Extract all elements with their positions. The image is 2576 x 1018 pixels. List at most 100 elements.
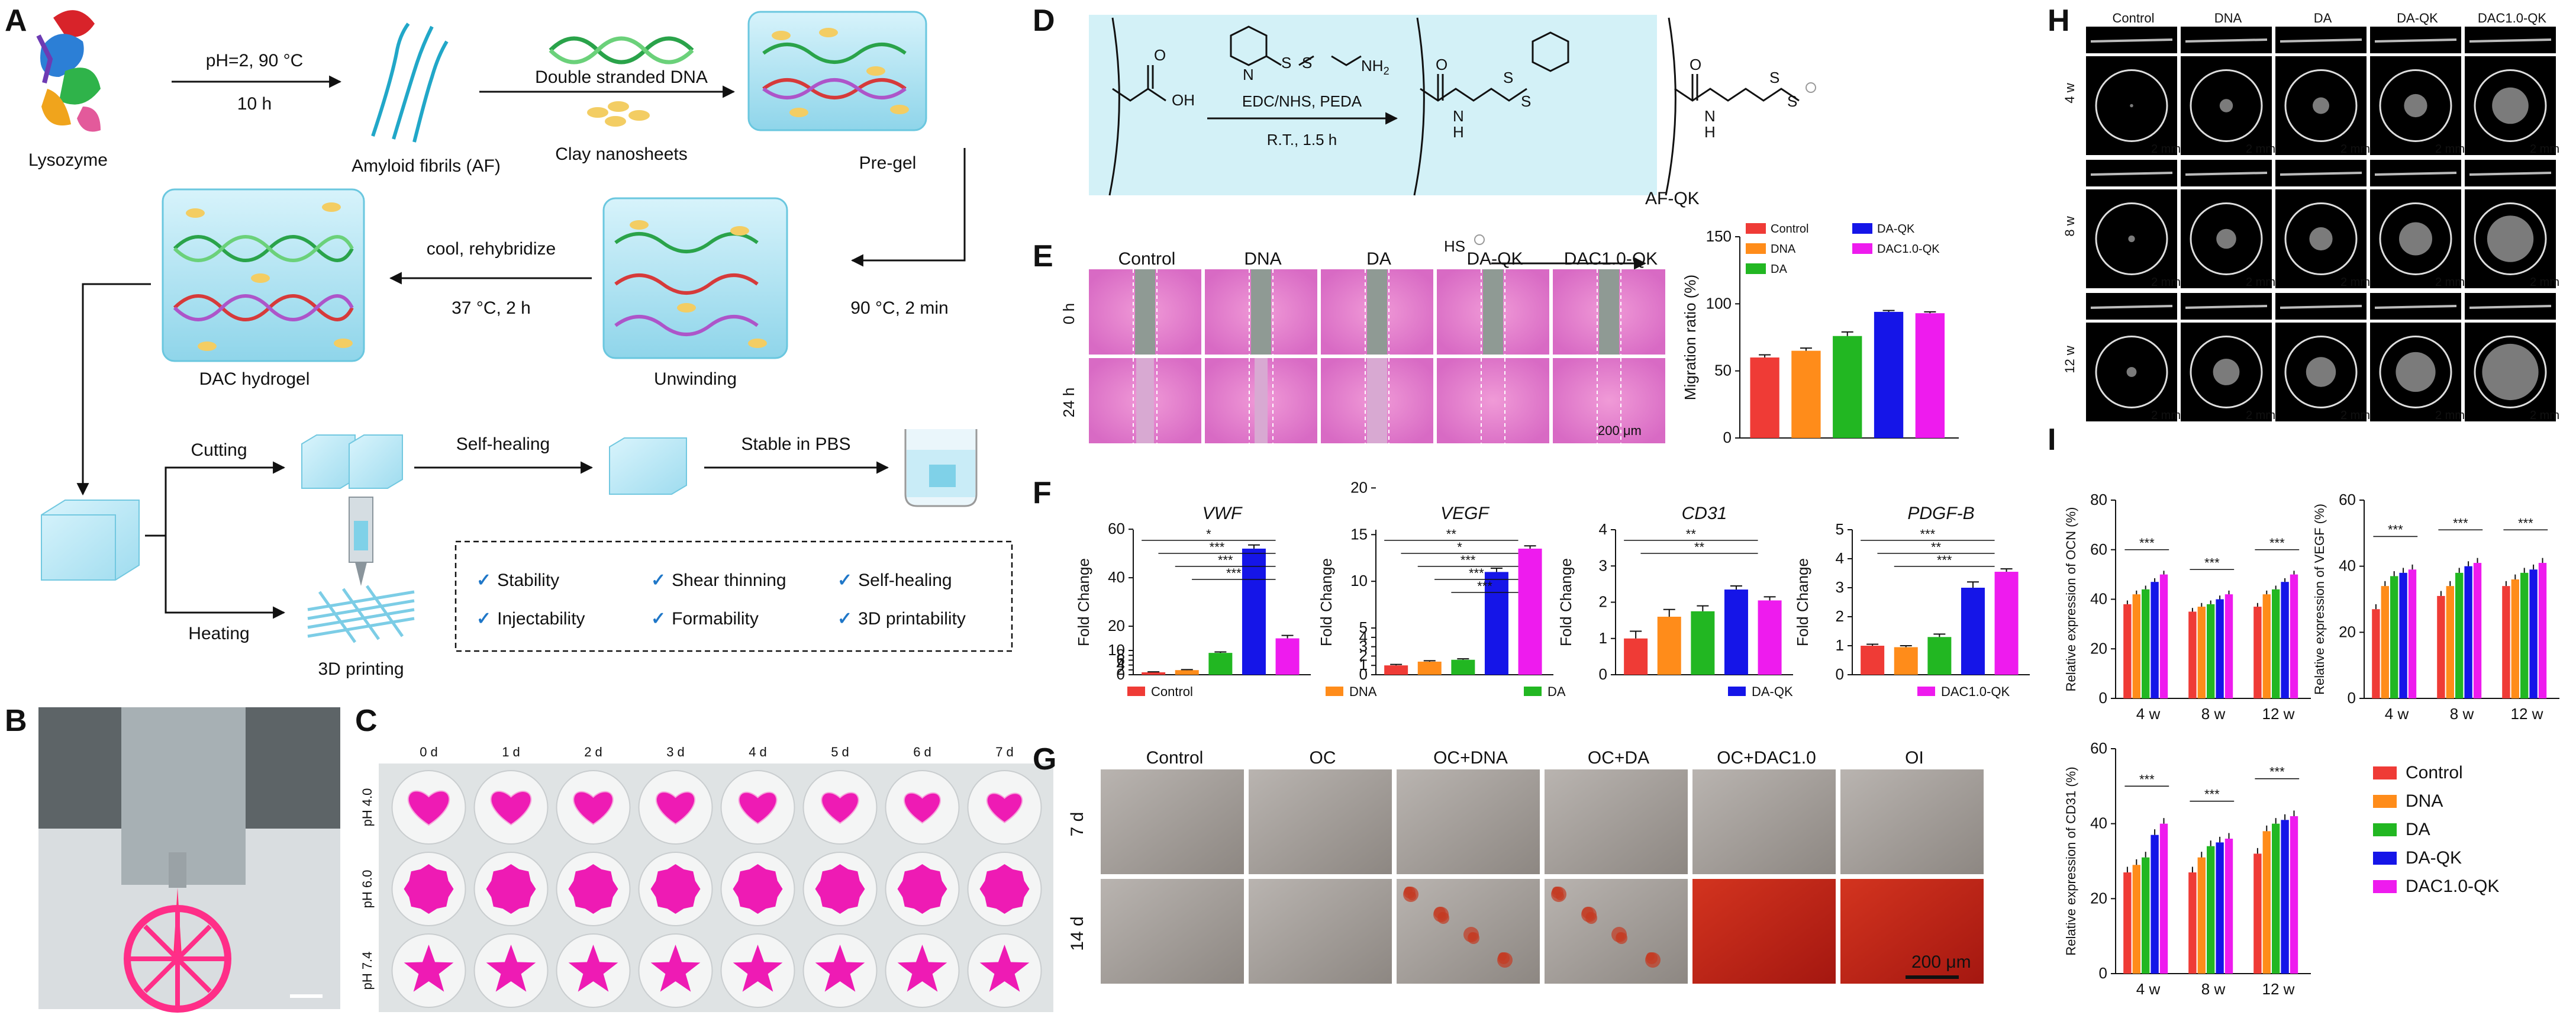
legend-swatch [1746, 263, 1766, 274]
bar [2188, 872, 2197, 974]
stain-micrograph [1840, 769, 1984, 874]
grouped-bar-chart: 0 20 40 60 Relative expression of VEGF (%) 4 … [2312, 491, 2559, 723]
legend-swatch [2373, 880, 2397, 893]
legend-label: DA [1771, 263, 1787, 276]
scale-bar-label: 2 mm [2340, 409, 2370, 422]
hydrogel-well [720, 770, 795, 845]
panel-label: G [1033, 742, 1056, 777]
bar [1894, 647, 1918, 675]
stable-label: Stable in PBS [741, 434, 850, 454]
y-tick-label: 60 [2339, 491, 2356, 508]
y-tick-label: 150 [1706, 227, 1732, 245]
grouped-bar-chart: 0 20 40 60 Relative expression of CD31 (%) 4 … [2064, 739, 2311, 998]
day-label: 3 d [666, 745, 685, 759]
bar [2529, 569, 2538, 698]
y-axis-label: Fold Change [1317, 558, 1335, 646]
y-tick-label: 4 [1117, 656, 1125, 674]
panel-a: A Lysozyme pH=2, 90 °C 10 h Amyloid fibr… [5, 4, 1013, 679]
atom-s: S [1521, 92, 1531, 110]
hydrogel-well [802, 933, 878, 1008]
legend-label: Control [1771, 223, 1808, 236]
significance-label: *** [2269, 765, 2285, 779]
bar [1657, 617, 1681, 675]
bar [2502, 586, 2510, 698]
chart-title: VWF [1202, 504, 1243, 523]
atom-n: N [1453, 107, 1464, 125]
cut-cubes-icon [301, 434, 403, 489]
bar [2455, 572, 2464, 698]
panel-label: F [1033, 476, 1052, 510]
lysozyme-structure-icon [36, 10, 101, 132]
y-tick-label: 80 [2090, 491, 2107, 508]
column-label: DNA [2214, 11, 2242, 25]
bar [2188, 611, 2197, 698]
legend-swatch [1728, 687, 1746, 696]
bar [2142, 857, 2150, 974]
ct-image: 2 mm [2275, 160, 2370, 289]
bar [1833, 336, 1862, 438]
legend-swatch [2373, 852, 2397, 865]
micrograph [1205, 269, 1317, 355]
bar [1384, 665, 1408, 675]
bar [2207, 846, 2215, 974]
hydrogel-well [638, 852, 713, 926]
reagent-1: EDC/NHS, PEDA [1242, 92, 1362, 110]
y-tick-label: 60 [2090, 739, 2107, 757]
bar [2253, 853, 2262, 974]
stain-micrograph [1545, 879, 1688, 984]
y-tick-label: 1 [1599, 629, 1607, 647]
bar [2446, 586, 2454, 698]
bar [2272, 823, 2280, 974]
panel-label: A [5, 4, 27, 38]
atom-s: S [1302, 54, 1312, 72]
y-axis-label: Relative expression of VEGF (%) [2312, 504, 2327, 695]
hydrogel-well [473, 770, 549, 845]
unwinding-box [602, 197, 788, 359]
bar [1961, 588, 1985, 675]
atom-s: S [1503, 69, 1513, 86]
significance-label: *** [2388, 522, 2403, 537]
af-qk-structure [1665, 17, 1800, 196]
column-label: Control [1146, 748, 1204, 768]
scale-bar-label: 2 mm [2246, 276, 2275, 289]
bar [2197, 607, 2206, 698]
hydrogel-well [391, 933, 466, 1008]
column-label: OC+DNA [1433, 748, 1508, 768]
legend-label: DAC1.0-QK [1941, 684, 2010, 699]
column-label: DA [1366, 249, 1391, 269]
significance-label: *** [2139, 536, 2155, 550]
legend-label: DNA [1771, 243, 1796, 256]
significance-label: *** [1218, 553, 1233, 568]
scale-bar-label: 200 μm [1911, 952, 1971, 972]
printer-nozzle-icon [349, 497, 373, 586]
y-tick-label: 40 [2090, 814, 2107, 832]
micrograph [1321, 269, 1433, 355]
bar [2216, 599, 2224, 698]
stain-micrograph [1397, 769, 1540, 874]
bar [2473, 563, 2482, 698]
unwind-cond: 90 °C, 2 min [850, 298, 948, 318]
column-label: Control [2113, 11, 2155, 25]
y-tick-label: 20 [2090, 639, 2107, 657]
svg-text:✓Injectability: ✓ Injectability [476, 609, 585, 629]
heating-label: Heating [188, 624, 249, 643]
scale-bar-label: 2 mm [2530, 143, 2559, 156]
bar [2159, 823, 2168, 974]
atom-n: N [1243, 66, 1254, 83]
stain-micrograph [1840, 879, 1984, 984]
significance-label: *** [2518, 516, 2533, 530]
cond-1b: 10 h [237, 94, 272, 114]
significance-label: *** [2204, 787, 2220, 802]
bar [2123, 872, 2132, 974]
day-label: 7 d [995, 745, 1014, 759]
product-label: AF-QK [1645, 189, 1700, 208]
y-axis-label: Fold Change [1075, 558, 1092, 646]
significance-label: *** [1920, 527, 1936, 542]
micrograph [1205, 358, 1317, 443]
stain-micrograph [1249, 769, 1392, 874]
bar [2197, 857, 2206, 974]
column-label: DAC1.0-QK [2478, 11, 2546, 25]
stain-micrograph [1545, 769, 1688, 874]
panel-g: G Control OC OC+DNA OC+DA OC+DAC1.0 OI 7 d 14 d… [1033, 742, 1984, 984]
bar [1874, 311, 1904, 438]
